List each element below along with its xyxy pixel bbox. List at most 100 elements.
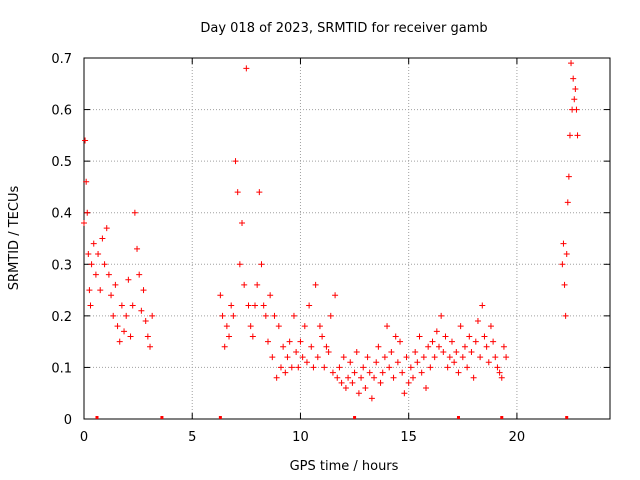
data-point bbox=[381, 354, 388, 361]
x-tick-label: 20 bbox=[509, 430, 526, 445]
data-point bbox=[108, 292, 115, 299]
data-point bbox=[258, 261, 265, 268]
data-point bbox=[136, 271, 143, 278]
data-point bbox=[92, 271, 99, 278]
data-point bbox=[334, 374, 341, 381]
data-point bbox=[573, 106, 580, 113]
data-point bbox=[498, 374, 505, 381]
data-point bbox=[403, 354, 410, 361]
data-point bbox=[468, 348, 475, 355]
data-point bbox=[564, 199, 571, 206]
data-point bbox=[384, 323, 391, 330]
data-point bbox=[481, 333, 488, 340]
data-point bbox=[131, 209, 138, 216]
data-point bbox=[494, 364, 501, 371]
data-point bbox=[379, 369, 386, 376]
data-point bbox=[487, 323, 494, 330]
data-point bbox=[571, 96, 578, 103]
data-point bbox=[433, 328, 440, 335]
data-point bbox=[562, 312, 569, 319]
data-point bbox=[288, 364, 295, 371]
data-point bbox=[455, 369, 462, 376]
data-point bbox=[95, 250, 102, 257]
data-point bbox=[234, 189, 241, 196]
coverage-marker bbox=[95, 416, 99, 419]
data-point bbox=[500, 343, 507, 350]
data-point bbox=[217, 292, 224, 299]
data-point bbox=[342, 385, 349, 392]
data-point bbox=[86, 287, 93, 294]
data-point bbox=[101, 261, 108, 268]
x-tick-label: 10 bbox=[292, 430, 309, 445]
data-point bbox=[254, 281, 261, 288]
data-point bbox=[364, 354, 371, 361]
grid bbox=[84, 58, 610, 419]
y-tick-label: 0.3 bbox=[51, 258, 72, 273]
data-point bbox=[88, 261, 95, 268]
data-point bbox=[440, 348, 447, 355]
data-point bbox=[435, 343, 442, 350]
data-point bbox=[574, 132, 581, 139]
coverage-marker bbox=[500, 416, 504, 419]
data-point bbox=[451, 359, 458, 366]
data-point bbox=[286, 338, 293, 345]
data-point bbox=[373, 359, 380, 366]
data-point bbox=[118, 302, 125, 309]
data-point bbox=[223, 323, 230, 330]
data-point bbox=[267, 292, 274, 299]
data-point bbox=[308, 343, 315, 350]
data-point bbox=[125, 276, 132, 283]
data-point bbox=[386, 364, 393, 371]
data-point bbox=[563, 250, 570, 257]
coverage-marker bbox=[218, 416, 222, 419]
data-point bbox=[314, 354, 321, 361]
data-point bbox=[81, 220, 87, 227]
data-point bbox=[401, 390, 408, 397]
data-point bbox=[399, 369, 406, 376]
data-point bbox=[568, 60, 575, 67]
data-point bbox=[429, 338, 436, 345]
coverage-markers bbox=[95, 416, 569, 419]
data-point bbox=[306, 302, 313, 309]
data-point bbox=[90, 240, 97, 247]
data-point bbox=[316, 323, 323, 330]
data-point bbox=[239, 220, 246, 227]
data-point bbox=[472, 338, 479, 345]
data-point bbox=[275, 323, 282, 330]
data-point bbox=[327, 312, 334, 319]
data-point bbox=[232, 158, 239, 165]
data-point bbox=[144, 333, 151, 340]
coverage-marker bbox=[160, 416, 164, 419]
data-point bbox=[280, 343, 287, 350]
data-point bbox=[103, 225, 110, 232]
data-point bbox=[427, 364, 434, 371]
data-point bbox=[410, 374, 417, 381]
data-point bbox=[388, 348, 395, 355]
data-point bbox=[228, 302, 235, 309]
data-point bbox=[252, 302, 259, 309]
data-point bbox=[256, 189, 263, 196]
x-tick-label: 0 bbox=[80, 430, 88, 445]
data-point bbox=[565, 173, 572, 180]
data-point bbox=[329, 369, 336, 376]
data-point bbox=[295, 364, 302, 371]
data-point bbox=[444, 364, 451, 371]
data-point bbox=[85, 250, 92, 257]
y-axis-label: SRMTID / TECUs bbox=[7, 186, 22, 291]
coverage-marker bbox=[456, 416, 460, 419]
data-point bbox=[134, 245, 141, 252]
data-point bbox=[97, 287, 104, 294]
data-point bbox=[351, 369, 358, 376]
y-tick-label: 0.2 bbox=[51, 310, 72, 325]
data-point bbox=[485, 359, 492, 366]
data-point bbox=[453, 348, 460, 355]
data-point bbox=[566, 132, 573, 139]
x-axis: 0 5 10 15 20 bbox=[80, 58, 525, 445]
y-tick-label: 0.6 bbox=[51, 104, 72, 119]
data-point bbox=[457, 323, 464, 330]
data-point bbox=[114, 323, 121, 330]
data-point bbox=[99, 235, 106, 242]
data-point bbox=[321, 364, 328, 371]
data-point bbox=[347, 359, 354, 366]
